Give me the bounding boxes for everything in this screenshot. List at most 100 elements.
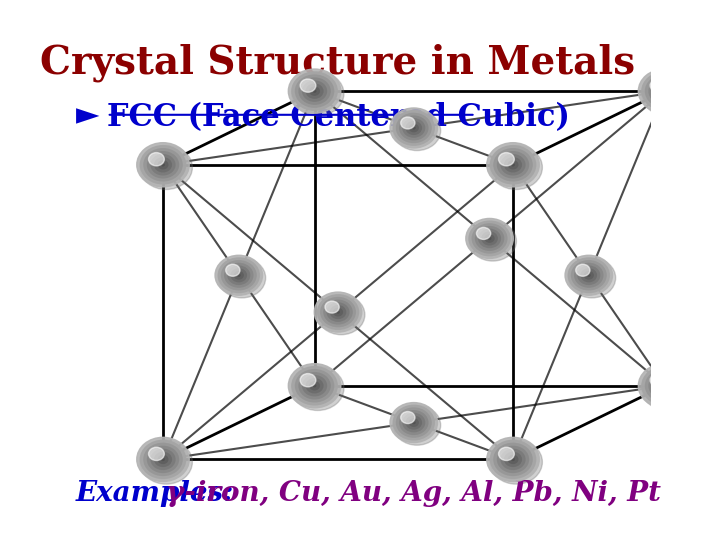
Circle shape	[313, 384, 316, 387]
Circle shape	[645, 75, 684, 107]
Circle shape	[642, 72, 687, 110]
Circle shape	[639, 363, 690, 408]
Circle shape	[288, 69, 341, 113]
Circle shape	[403, 414, 425, 432]
Circle shape	[477, 227, 491, 239]
Circle shape	[238, 274, 240, 276]
Circle shape	[140, 440, 192, 484]
Circle shape	[295, 370, 333, 402]
Circle shape	[155, 453, 171, 467]
Circle shape	[656, 379, 673, 393]
Circle shape	[226, 264, 240, 276]
Circle shape	[162, 164, 164, 166]
Circle shape	[660, 382, 670, 390]
Circle shape	[487, 143, 539, 187]
Circle shape	[581, 269, 596, 282]
Text: γ-iron, Cu, Au, Ag, Al, Pb, Ni, Pt: γ-iron, Cu, Au, Ag, Al, Pb, Ni, Pt	[166, 481, 661, 508]
Circle shape	[572, 261, 606, 290]
Circle shape	[393, 111, 434, 145]
Circle shape	[327, 303, 349, 321]
Circle shape	[650, 374, 666, 387]
Circle shape	[649, 78, 680, 104]
Circle shape	[333, 308, 343, 316]
Circle shape	[642, 367, 687, 405]
Circle shape	[588, 274, 590, 276]
Circle shape	[400, 411, 428, 435]
Circle shape	[318, 295, 365, 335]
Circle shape	[292, 366, 344, 410]
Circle shape	[642, 72, 694, 116]
Circle shape	[498, 152, 528, 178]
Circle shape	[498, 447, 528, 472]
Circle shape	[390, 108, 438, 148]
Circle shape	[663, 384, 666, 387]
Text: Crystal Structure in Metals: Crystal Structure in Metals	[40, 44, 636, 82]
Circle shape	[295, 75, 333, 107]
Circle shape	[568, 258, 609, 293]
Circle shape	[505, 158, 521, 172]
Circle shape	[512, 458, 514, 461]
Circle shape	[148, 153, 164, 166]
Circle shape	[302, 81, 327, 101]
Circle shape	[215, 255, 263, 295]
Circle shape	[137, 143, 189, 187]
Circle shape	[660, 87, 670, 95]
Circle shape	[158, 161, 168, 169]
Circle shape	[413, 127, 415, 129]
Circle shape	[337, 311, 339, 313]
Circle shape	[222, 261, 256, 290]
Circle shape	[310, 382, 320, 390]
Circle shape	[151, 449, 175, 469]
Circle shape	[568, 258, 616, 298]
Circle shape	[300, 374, 316, 387]
Circle shape	[475, 227, 504, 251]
Circle shape	[498, 447, 514, 461]
Circle shape	[318, 295, 359, 329]
Circle shape	[300, 79, 316, 92]
Circle shape	[158, 455, 168, 463]
Circle shape	[137, 437, 189, 482]
Circle shape	[406, 122, 421, 134]
Circle shape	[578, 266, 600, 285]
Circle shape	[401, 117, 415, 129]
Circle shape	[162, 458, 164, 461]
Circle shape	[403, 119, 425, 137]
Circle shape	[299, 78, 330, 104]
Circle shape	[151, 154, 175, 175]
Circle shape	[494, 148, 532, 181]
Circle shape	[409, 419, 418, 427]
Circle shape	[400, 116, 428, 140]
Circle shape	[231, 269, 246, 282]
Circle shape	[148, 152, 179, 178]
Circle shape	[144, 443, 182, 476]
Circle shape	[488, 238, 491, 239]
Circle shape	[140, 145, 192, 190]
Circle shape	[505, 453, 521, 467]
Circle shape	[140, 440, 186, 478]
Circle shape	[310, 87, 320, 95]
Circle shape	[155, 158, 171, 172]
Circle shape	[490, 440, 542, 484]
Circle shape	[320, 298, 356, 327]
Circle shape	[234, 272, 243, 279]
Circle shape	[393, 405, 441, 445]
Circle shape	[397, 408, 431, 437]
Circle shape	[485, 235, 494, 242]
Circle shape	[487, 437, 539, 482]
Circle shape	[466, 219, 513, 259]
Circle shape	[656, 84, 673, 98]
Circle shape	[469, 221, 516, 261]
Circle shape	[288, 363, 341, 408]
Circle shape	[148, 447, 179, 472]
Circle shape	[306, 379, 323, 393]
Circle shape	[406, 416, 421, 429]
Circle shape	[501, 154, 525, 175]
Circle shape	[565, 255, 613, 295]
Circle shape	[508, 455, 518, 463]
Circle shape	[330, 306, 346, 319]
Circle shape	[501, 449, 525, 469]
Circle shape	[642, 366, 694, 410]
Circle shape	[482, 232, 498, 245]
Circle shape	[650, 79, 666, 92]
Circle shape	[649, 373, 680, 399]
